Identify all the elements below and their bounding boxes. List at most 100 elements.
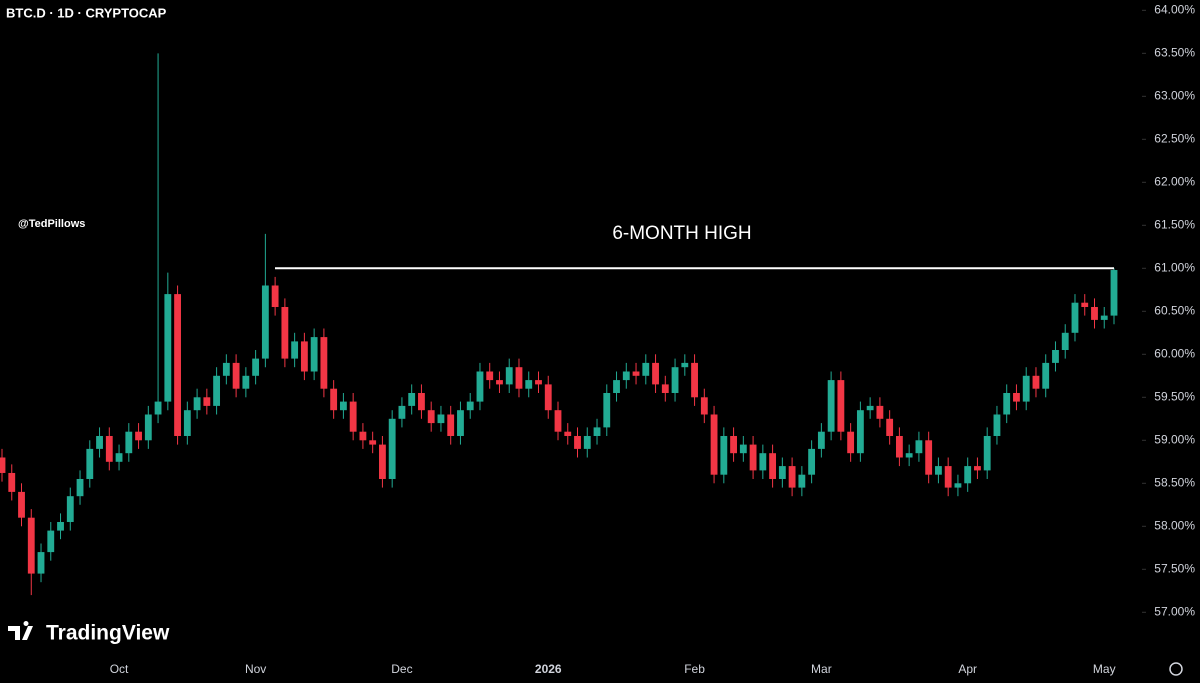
y-tick-label: 60.00% (1154, 346, 1195, 360)
candle-body (339, 401, 347, 411)
candle-body (710, 414, 718, 475)
candle-body (310, 337, 318, 372)
candle-body (330, 388, 338, 411)
candle (1032, 367, 1040, 398)
candle-body (427, 410, 435, 424)
candle-body (115, 453, 123, 462)
candle-body (603, 392, 611, 428)
candle (925, 431, 933, 484)
candle (154, 53, 162, 424)
candle-body (1110, 270, 1118, 316)
candle-body (261, 285, 269, 359)
brand-logo: TradingView (8, 621, 170, 645)
x-tick-label: Dec (391, 662, 412, 676)
candle-body (583, 435, 591, 449)
y-tick-label: 59.50% (1154, 389, 1195, 403)
candle-body (300, 341, 308, 372)
candle (1003, 384, 1011, 424)
candle-body (193, 397, 201, 411)
candle (339, 392, 347, 419)
chart-title: BTC.D · 1D · CRYPTOCAP (6, 5, 167, 20)
y-tick-label: 60.50% (1154, 303, 1195, 317)
x-tick-label: 2026 (535, 662, 562, 676)
candle-body (847, 431, 855, 454)
candle (974, 457, 981, 479)
settings-gear[interactable] (1169, 662, 1183, 676)
candle-body (349, 401, 357, 432)
candle-body (57, 521, 64, 531)
candle-body (974, 466, 981, 471)
candle-body (515, 367, 523, 389)
candle-body (164, 294, 172, 402)
candle (720, 427, 728, 484)
candle (47, 521, 55, 561)
x-tick-label: Apr (958, 662, 977, 676)
candle (183, 401, 191, 445)
candle (544, 375, 552, 419)
candle (437, 405, 445, 432)
candle (496, 371, 503, 393)
candle (115, 444, 123, 471)
candle (1052, 341, 1059, 372)
candle (66, 487, 74, 531)
x-tick-label: Mar (811, 662, 832, 676)
candle (1061, 324, 1069, 359)
candle (847, 423, 855, 462)
brand-name: TradingView (46, 622, 170, 645)
watermark-handle: @TedPillows (18, 218, 85, 230)
candle-body (671, 367, 679, 393)
candle-body (359, 431, 367, 441)
candle (798, 466, 806, 497)
candle-body (105, 435, 113, 462)
candle-body (1022, 375, 1030, 402)
candle (769, 444, 777, 488)
candle-body (817, 431, 825, 449)
candle-body (47, 530, 55, 553)
candle-body (944, 466, 952, 488)
candle (0, 448, 6, 482)
candle-body (76, 478, 84, 497)
candle-body (652, 362, 659, 385)
candle (827, 371, 835, 441)
candle (700, 388, 708, 424)
candle-body (505, 367, 513, 385)
brand-icon (8, 621, 33, 640)
y-tick-label: 58.00% (1154, 518, 1195, 532)
candle-body (86, 448, 94, 479)
candle-body (983, 435, 991, 471)
candle-body (905, 453, 913, 458)
candle (788, 457, 796, 497)
candle-body (496, 380, 503, 385)
candle (1110, 268, 1118, 325)
candle-body (661, 384, 669, 393)
candle (320, 328, 328, 398)
candle (564, 423, 572, 445)
candle-body (681, 362, 689, 368)
candle (252, 349, 260, 385)
candle-body (876, 405, 884, 419)
settings-icon[interactable] (1169, 662, 1183, 676)
candle-body (574, 435, 581, 449)
candle-body (18, 491, 25, 518)
candle (18, 483, 25, 527)
candle (1091, 298, 1098, 329)
candle-body (66, 496, 74, 522)
candle-body (135, 431, 142, 441)
candle (730, 427, 737, 462)
candle (427, 401, 435, 432)
candle (135, 423, 142, 449)
candle (86, 440, 94, 488)
candle-body (895, 435, 903, 458)
y-tick-label: 62.50% (1154, 131, 1195, 145)
candle-body (398, 405, 406, 419)
candle (144, 405, 152, 449)
candle-body (798, 474, 806, 488)
candle-body (222, 362, 230, 376)
candle-body (476, 371, 484, 402)
candle (271, 276, 279, 316)
candle-body (408, 392, 416, 406)
candle-body (564, 431, 572, 436)
y-tick-label: 57.00% (1154, 604, 1195, 618)
candle (359, 423, 367, 449)
candle (1071, 294, 1079, 342)
